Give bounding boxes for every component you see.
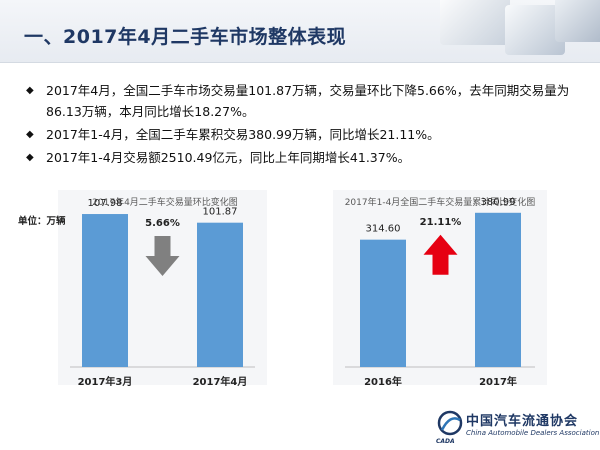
diamond-bullet-icon: ◆ [26, 85, 34, 96]
logo-name-en: China Automobile Dealers Association [466, 429, 600, 437]
decorative-cube [440, 0, 510, 45]
data-label: 314.60 [366, 224, 401, 235]
bullet-item: ◆ 2017年1-4月，全国二手车累积交易380.99万辆，同比增长21.11%… [26, 124, 578, 145]
bar [475, 212, 521, 367]
cada-logo-icon [437, 410, 463, 436]
x-tick-label: 2016年 [364, 375, 402, 388]
association-logo: 中国汽车流通协会 China Automobile Dealers Associ… [436, 408, 600, 448]
bar [82, 214, 128, 367]
bullet-item: ◆ 2017年1-4月交易额2510.49亿元，同比上年同期增长41.37%。 [26, 147, 578, 168]
data-label: 107.98 [88, 198, 123, 209]
bullet-text: 2017年1-4月交易额2510.49亿元，同比上年同期增长41.37%。 [46, 150, 411, 165]
chart-title: 2017年4月二手车交易量环比变化图 [92, 196, 238, 208]
bar [360, 239, 406, 367]
diamond-bullet-icon: ◆ [26, 152, 34, 163]
unit-label: 单位：万辆 [18, 215, 66, 227]
data-label: 380.99 [481, 197, 516, 208]
diamond-bullet-icon: ◆ [26, 129, 34, 140]
change-label: 21.11% [420, 217, 462, 228]
page-title: 一、2017年4月二手车市场整体表现 [24, 26, 347, 48]
bullet-text: 2017年1-4月，全国二手车累积交易380.99万辆，同比增长21.11%。 [46, 127, 440, 142]
x-tick-label: 2017年4月 [193, 375, 248, 388]
arrow-down-icon [145, 236, 180, 277]
header-banner: 一、2017年4月二手车市场整体表现 [0, 0, 600, 63]
logo-abbr: CADA [436, 438, 455, 445]
bullet-item: ◆ 2017年4月，全国二手车市场交易量101.87万辆，交易量环比下降5.66… [26, 80, 578, 122]
data-label: 101.87 [203, 207, 238, 218]
chart-title: 2017年1-4月全国二手车交易量累计同比变化图 [345, 196, 536, 208]
logo-name-cn: 中国汽车流通协会 [466, 414, 579, 429]
decorative-cube [555, 0, 600, 42]
arrow-up-icon [423, 234, 458, 275]
bar [197, 222, 243, 367]
x-tick-label: 2017年 [479, 375, 517, 388]
bullet-text: 2017年4月，全国二手车市场交易量101.87万辆，交易量环比下降5.66%，… [46, 83, 570, 119]
change-label: 5.66% [145, 218, 180, 229]
bullet-list: ◆ 2017年4月，全国二手车市场交易量101.87万辆，交易量环比下降5.66… [26, 80, 578, 170]
x-tick-label: 2017年3月 [78, 375, 133, 388]
